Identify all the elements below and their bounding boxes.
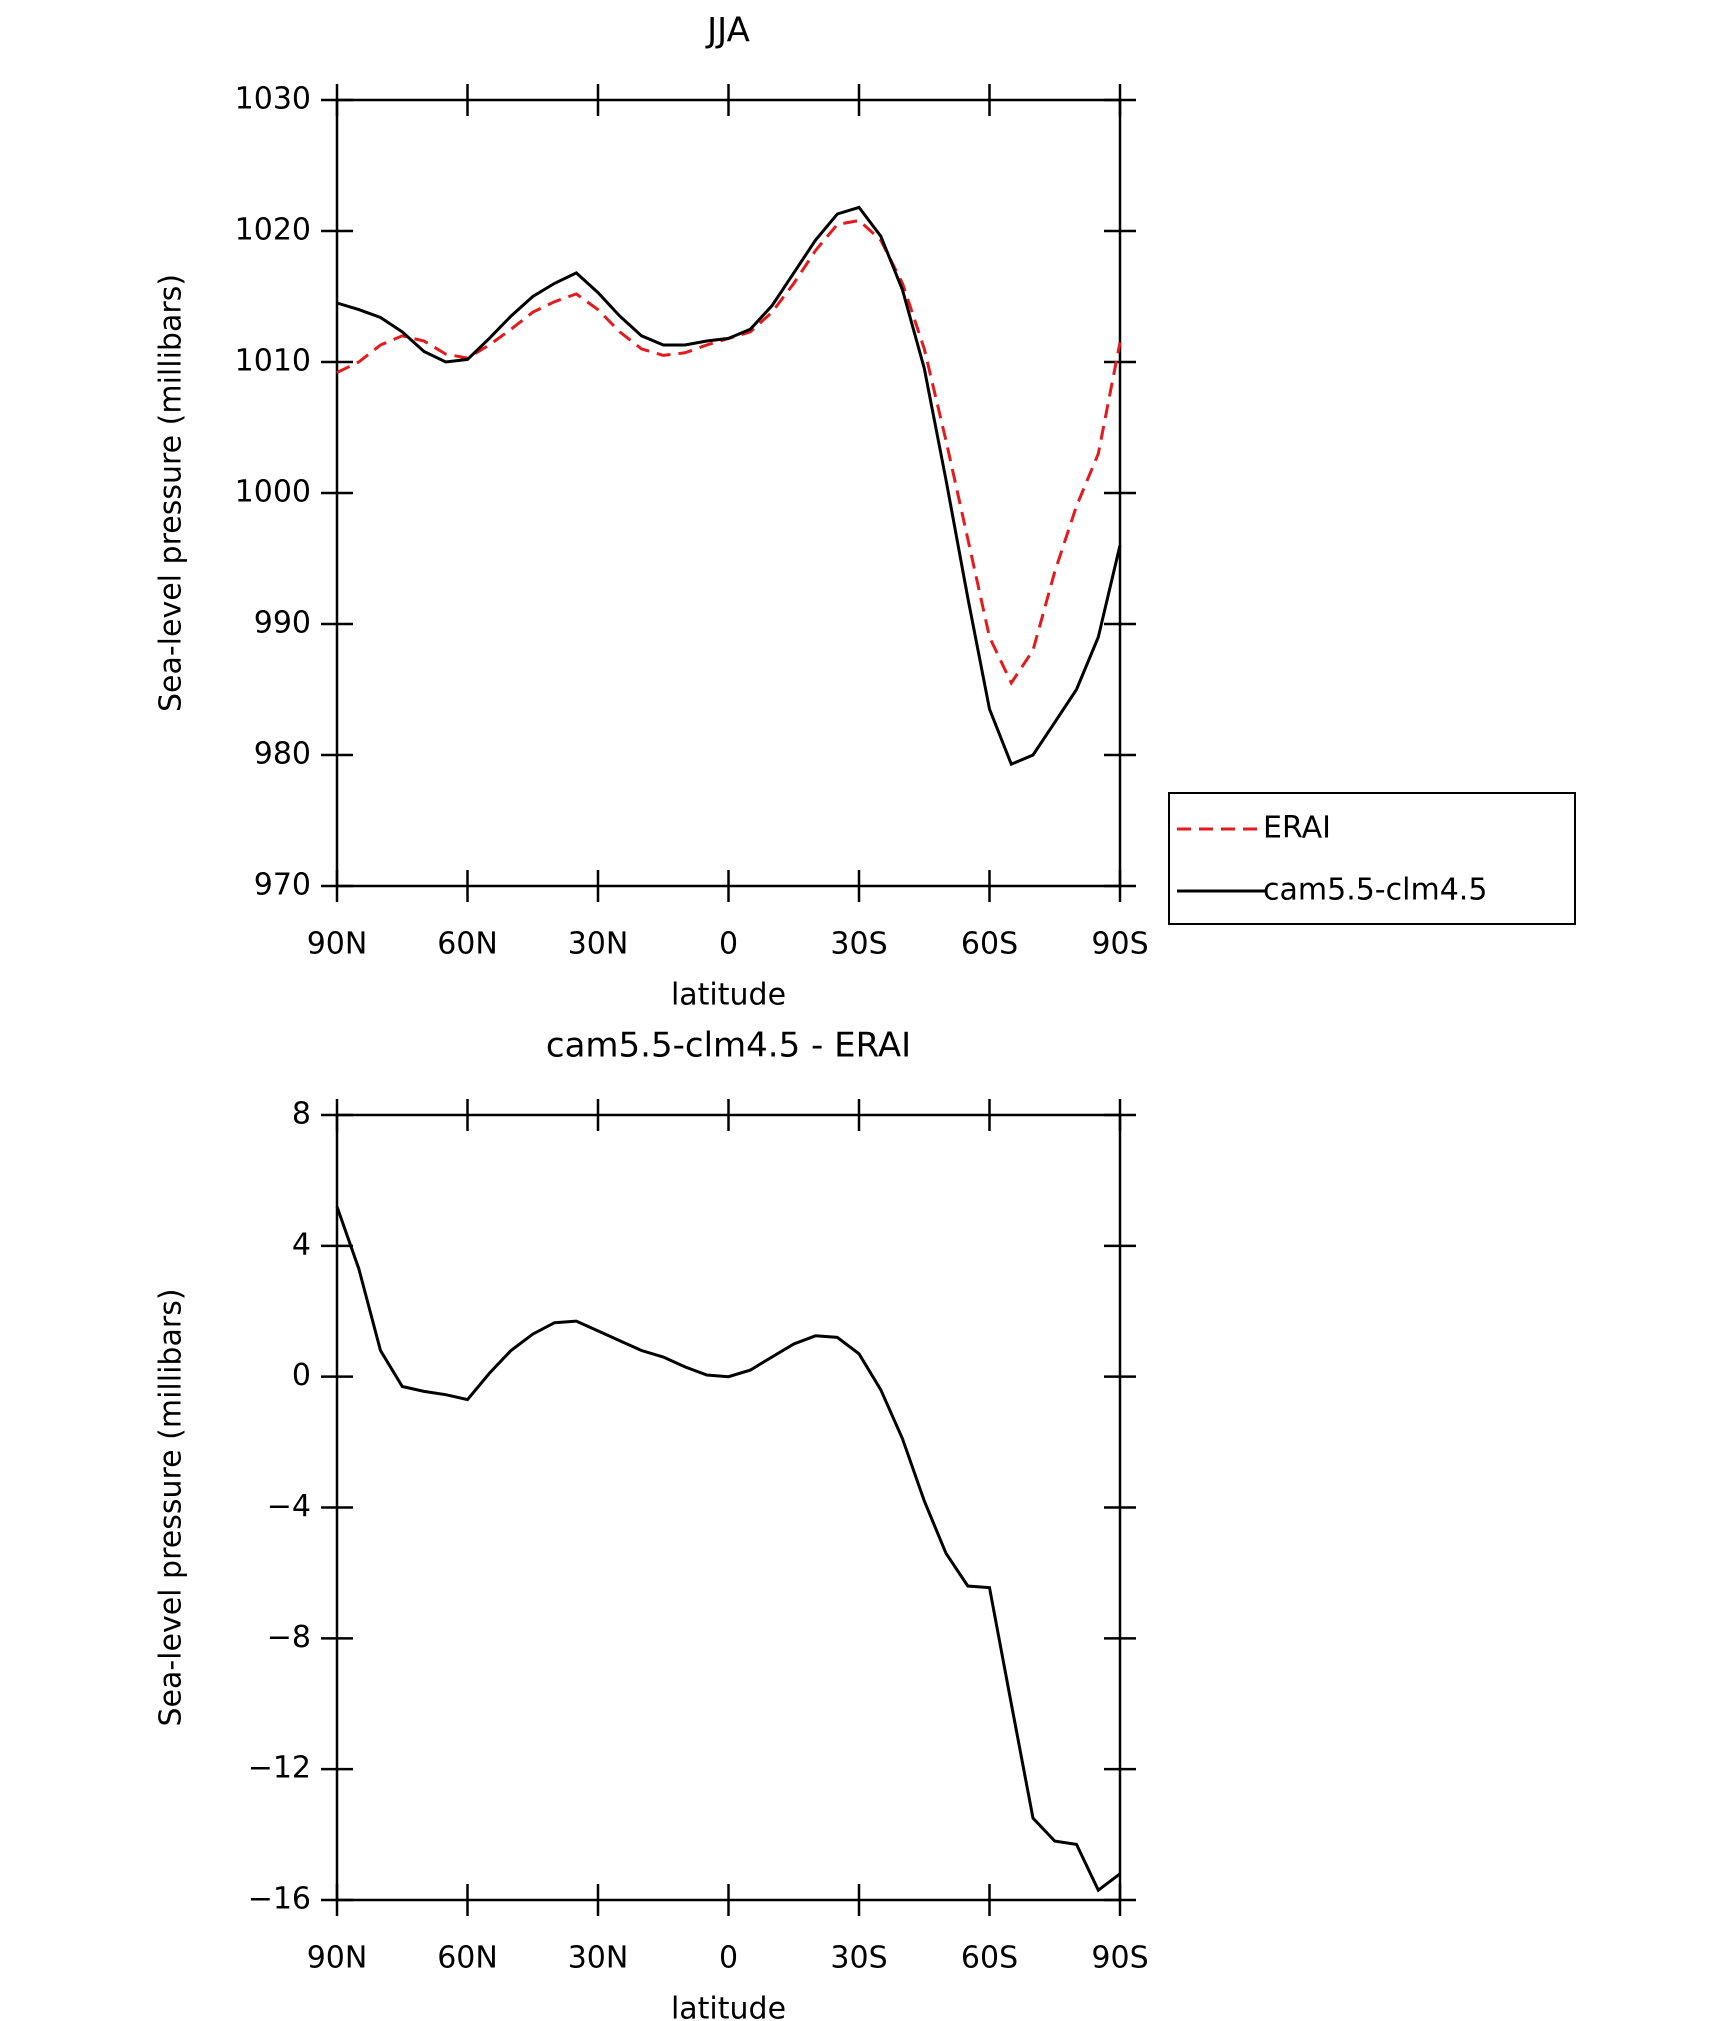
- chart-title: cam5.5-clm4.5 - ERAI: [546, 1026, 911, 1066]
- y-axis-label: Sea-level pressure (millibars): [154, 274, 189, 712]
- plot-frame: [335, 98, 1122, 888]
- x-tick-label: 60S: [961, 927, 1018, 962]
- chart-title: JJA: [705, 11, 750, 51]
- x-tick-label: 0: [719, 1941, 738, 1976]
- y-tick-label: −16: [248, 1882, 311, 1917]
- x-tick-label: 30S: [830, 1941, 887, 1976]
- y-tick-label: 8: [292, 1097, 311, 1132]
- y-tick-label: 4: [292, 1227, 311, 1262]
- legend-box: [1168, 792, 1576, 925]
- x-tick-label: 60N: [437, 1941, 498, 1976]
- data-line: [336, 218, 1122, 687]
- y-tick-label: 0: [292, 1358, 311, 1393]
- legend-label: cam5.5-clm4.5: [1263, 873, 1487, 908]
- y-tick-label: 970: [254, 868, 311, 903]
- x-tick-label: 30N: [568, 927, 629, 962]
- x-axis-label: latitude: [671, 1992, 786, 2021]
- y-tick-label: 990: [254, 606, 311, 641]
- x-tick-label: 90S: [1091, 927, 1148, 962]
- y-tick-label: 980: [254, 737, 311, 772]
- y-tick-label: −8: [267, 1620, 311, 1655]
- data-line: [335, 1206, 1121, 1893]
- y-tick-label: −4: [267, 1489, 311, 1524]
- x-tick-label: 90S: [1091, 1941, 1148, 1976]
- x-tick-label: 60N: [437, 927, 498, 962]
- y-tick-label: 1000: [235, 475, 311, 510]
- y-tick-label: 1010: [235, 344, 311, 379]
- x-tick-label: 30S: [830, 927, 887, 962]
- y-tick-label: 1020: [235, 213, 311, 248]
- x-tick-label: 30N: [568, 1941, 629, 1976]
- y-tick-label: −12: [248, 1751, 311, 1786]
- x-tick-label: 90N: [307, 927, 368, 962]
- x-tick-label: 90N: [307, 1941, 368, 1976]
- data-line: [336, 205, 1122, 767]
- x-tick-label: 60S: [961, 1941, 1018, 1976]
- plot-frame: [335, 1113, 1122, 1902]
- legend-label: ERAI: [1263, 811, 1331, 846]
- x-axis-label: latitude: [671, 978, 786, 1013]
- y-axis-label: Sea-level pressure (millibars): [154, 1288, 189, 1726]
- y-tick-label: 1030: [235, 82, 311, 117]
- x-tick-label: 0: [719, 927, 738, 962]
